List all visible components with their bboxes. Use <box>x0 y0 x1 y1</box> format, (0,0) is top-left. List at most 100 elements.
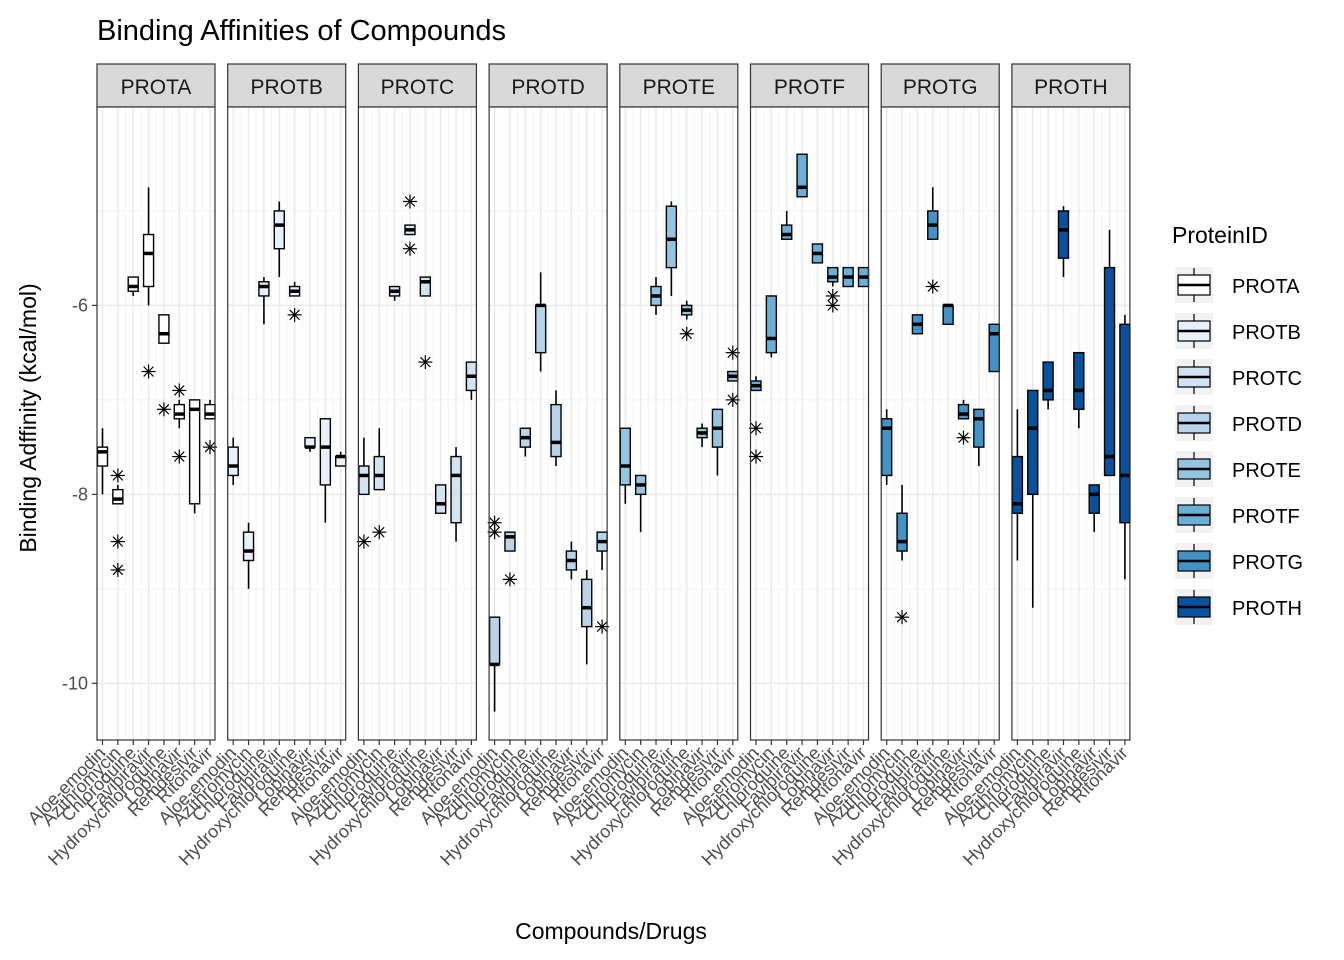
boxplot-protf-remdesivir <box>842 266 854 288</box>
outlier-point <box>402 241 417 256</box>
legend-item-protb: PROTB <box>1175 313 1301 349</box>
legend-item-proth: PROTH <box>1175 589 1302 625</box>
box <box>188 399 201 505</box>
box <box>273 210 285 250</box>
boxplot-protd-hydroxychloroquine <box>550 390 562 467</box>
y-tick-label: -10 <box>62 673 88 693</box>
facet-panel-protb: PROTBAloe-emodinAzithromycinChloroquineF… <box>154 63 348 869</box>
boxplot-prota-favipiravir <box>141 187 156 379</box>
outlier-point <box>287 307 302 322</box>
facet-strip <box>1011 63 1131 108</box>
box <box>534 304 547 354</box>
boxplot-proth-azithromycin <box>1027 389 1039 608</box>
outlier-point <box>825 288 840 303</box>
boxplot-protd-favipiravir <box>534 272 547 372</box>
legend-label: PROTE <box>1232 460 1301 482</box>
boxplot-protg-remdesivir <box>973 408 985 467</box>
boxplot-protg-chloroquine <box>911 314 924 335</box>
boxplot-protc-chloroquine <box>388 285 401 301</box>
panel-border <box>488 106 608 741</box>
boxplot-protb-remdesivir <box>319 418 332 523</box>
facet-strip-label: PROTB <box>251 76 323 99</box>
outlier-point <box>402 194 417 209</box>
outlier-point <box>372 525 387 540</box>
legend-item-prota: PROTA <box>1175 267 1300 303</box>
facet-strip-label: PROTC <box>381 76 455 99</box>
boxplot-protb-chloroquine <box>258 277 270 325</box>
boxplot-protf-favipiravir <box>796 153 808 198</box>
box <box>450 455 462 524</box>
box <box>319 418 332 486</box>
boxplot-prota-remdesivir <box>188 399 201 514</box>
box <box>1042 361 1054 401</box>
box <box>127 276 139 292</box>
box <box>619 427 631 486</box>
y-axis: -10 -8 -6 <box>62 295 97 693</box>
boxplot-protb-azithromycin <box>242 522 255 589</box>
boxplot-protf-hydroxychloroquine <box>811 243 824 264</box>
box <box>358 465 370 496</box>
outlier-point <box>895 610 910 625</box>
boxplot-protc-favipiravir <box>402 194 417 256</box>
outlier-point <box>956 430 971 445</box>
outlier-point <box>110 562 125 577</box>
box <box>581 578 593 628</box>
boxplot-protb-hydroxychloroquine <box>287 281 302 322</box>
boxplot-protg-ritonavir <box>988 323 1000 373</box>
boxplot-prote-lopinavir <box>696 423 708 448</box>
box <box>488 616 501 666</box>
outlier-point <box>110 468 125 483</box>
boxplot-protg-azithromycin <box>895 484 910 625</box>
outlier-point <box>141 364 156 379</box>
box <box>258 281 270 297</box>
boxplot-protf-aloe-emodin <box>749 376 763 464</box>
box <box>896 512 908 552</box>
legend-label: PROTA <box>1232 276 1300 298</box>
boxplot-prote-hydroxychloroquine <box>679 300 694 341</box>
boxplot-protd-lopinavir <box>565 541 578 580</box>
outlier-point <box>156 402 171 417</box>
boxplot-prota-lopinavir <box>172 383 187 464</box>
outlier-point <box>172 383 187 398</box>
box <box>419 276 432 297</box>
outlier-point <box>825 298 840 313</box>
box <box>158 314 170 344</box>
box <box>1057 210 1070 259</box>
boxplot-protb-favipiravir <box>273 201 285 278</box>
facet-strip <box>749 63 870 108</box>
boxplot-protg-lopinavir <box>956 399 971 445</box>
outlier-point <box>110 534 125 549</box>
box <box>550 403 562 458</box>
boxplot-proth-hydroxychloroquine <box>1073 351 1085 429</box>
boxplot-proth-chloroquine <box>1042 361 1054 410</box>
legend-label: PROTF <box>1232 506 1300 528</box>
outlier-point <box>502 572 517 587</box>
box <box>96 446 109 467</box>
boxplot-protd-remdesivir <box>581 569 593 665</box>
panel-border <box>357 106 477 741</box>
boxplot-protf-lopinavir <box>825 266 840 313</box>
box <box>1103 266 1116 477</box>
facet-strip-label: PROTH <box>1034 76 1108 99</box>
box <box>434 484 447 514</box>
boxplot-prota-chloroquine <box>127 276 139 296</box>
box <box>1088 484 1100 514</box>
chart-title: Binding Affinities of Compounds <box>97 15 506 47</box>
box <box>173 403 185 420</box>
box <box>1027 389 1039 496</box>
legend-item-protg: PROTG <box>1175 543 1303 579</box>
facet-panel-prota: PROTAAloe-emodinAzithromycinChloroquineF… <box>24 63 217 869</box>
outlier-point <box>749 421 763 436</box>
panel-border <box>96 106 216 741</box>
boxplot-prote-remdesivir <box>711 408 724 476</box>
box <box>242 531 255 562</box>
boxplot-prota-hydroxychloroquine <box>156 314 171 417</box>
legend-label: PROTC <box>1232 368 1302 390</box>
box <box>988 323 1000 373</box>
boxplot-proth-favipiravir <box>1057 206 1070 278</box>
box <box>504 531 516 552</box>
legend-item-protc: PROTC <box>1175 359 1302 395</box>
legend-item-prote: PROTE <box>1175 451 1301 487</box>
boxplot-protc-lopinavir <box>434 484 447 514</box>
